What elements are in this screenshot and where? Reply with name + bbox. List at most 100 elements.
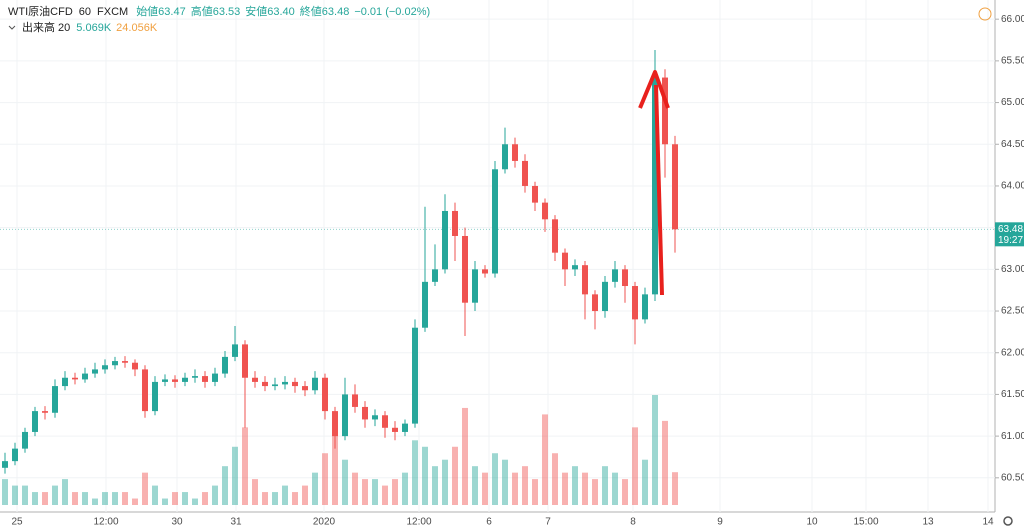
candle-body bbox=[392, 427, 398, 432]
volume-bar bbox=[652, 395, 658, 505]
candle-body bbox=[222, 356, 228, 374]
volume-bar bbox=[162, 498, 168, 505]
volume-bar bbox=[542, 414, 548, 505]
volume-bar bbox=[552, 453, 558, 505]
volume-bar bbox=[602, 466, 608, 505]
volume-title: 出来高 20 bbox=[22, 20, 70, 34]
candle-body bbox=[602, 281, 608, 312]
volume-bar bbox=[352, 472, 358, 505]
annotation-arrow bbox=[654, 84, 664, 296]
volume-bar bbox=[452, 446, 458, 505]
volume-bar bbox=[532, 479, 538, 505]
volume-bar bbox=[62, 479, 68, 505]
y-tick-label: 60.50 bbox=[1001, 472, 1024, 483]
volume-bar bbox=[92, 498, 98, 505]
volume-bar bbox=[342, 459, 348, 505]
candle-body bbox=[412, 327, 418, 424]
x-tick-label: 30 bbox=[171, 517, 183, 528]
legend-close: 終値63.48 bbox=[300, 4, 350, 18]
volume-bar bbox=[22, 485, 28, 505]
legend-change: −0.01 (−0.02%) bbox=[354, 6, 430, 18]
volume-bar bbox=[432, 466, 438, 505]
candle-body bbox=[52, 386, 58, 413]
volume-bar bbox=[282, 485, 288, 505]
candle-body bbox=[382, 415, 388, 428]
y-tick-label: 64.00 bbox=[1001, 181, 1024, 192]
volume-bar bbox=[512, 472, 518, 505]
symbol-line: WTI原油CFD 60 FXCM 始値63.47 高値63.53 安値63.40 終値63.… bbox=[8, 4, 430, 18]
volume-bar bbox=[332, 433, 338, 505]
candle-body bbox=[192, 376, 198, 378]
x-tick-label: 15:00 bbox=[853, 517, 878, 528]
legend-open: 始値63.47 bbox=[136, 4, 186, 18]
candle-body bbox=[632, 286, 638, 320]
candle-body bbox=[282, 381, 288, 385]
x-tick-label: 14 bbox=[982, 517, 994, 528]
last-price-label: 63.48 bbox=[998, 224, 1023, 235]
candle-body bbox=[272, 384, 278, 387]
volume-bar bbox=[212, 485, 218, 505]
volume-bar bbox=[562, 472, 568, 505]
candle-body bbox=[242, 344, 248, 378]
candle-body bbox=[112, 361, 118, 366]
volume-bar bbox=[312, 472, 318, 505]
candle-body bbox=[342, 394, 348, 437]
volume-bar bbox=[622, 479, 628, 505]
candle-body bbox=[172, 379, 178, 382]
candle-body bbox=[652, 77, 658, 295]
volume-bar bbox=[202, 492, 208, 505]
y-tick-label: 61.50 bbox=[1001, 389, 1024, 400]
candle-body bbox=[582, 265, 588, 295]
x-tick-label: 25 bbox=[11, 517, 23, 528]
candle-body bbox=[482, 269, 488, 274]
x-tick-label: 12:00 bbox=[406, 517, 431, 528]
volume-bar bbox=[472, 466, 478, 505]
candle-body bbox=[622, 269, 628, 287]
candle-body bbox=[322, 377, 328, 412]
source: FXCM bbox=[97, 6, 128, 18]
volume-bar bbox=[582, 472, 588, 505]
candle-body bbox=[182, 377, 188, 382]
volume-bar bbox=[72, 492, 78, 505]
candle-body bbox=[562, 252, 568, 270]
volume-bar bbox=[172, 492, 178, 505]
volume-bar bbox=[2, 479, 8, 505]
y-tick-label: 63.00 bbox=[1001, 264, 1024, 275]
volume-bar bbox=[612, 472, 618, 505]
volume-bar bbox=[122, 492, 128, 505]
candle-body bbox=[402, 423, 408, 432]
volume-bar bbox=[242, 427, 248, 505]
volume-bar bbox=[112, 492, 118, 505]
volume-bars bbox=[2, 395, 678, 505]
candle-body bbox=[592, 294, 598, 312]
settings-icon[interactable] bbox=[1003, 516, 1013, 526]
collapse-icon[interactable] bbox=[8, 25, 16, 30]
candle-body bbox=[22, 431, 28, 449]
candle-body bbox=[552, 219, 558, 253]
x-tick-label: 9 bbox=[717, 517, 723, 528]
x-tick-label: 13 bbox=[922, 517, 934, 528]
candle-body bbox=[32, 411, 38, 432]
alert-icon[interactable] bbox=[978, 7, 992, 21]
candle-body bbox=[202, 376, 208, 382]
y-tick-label: 64.50 bbox=[1001, 139, 1024, 150]
y-tick-label: 62.50 bbox=[1001, 306, 1024, 317]
y-tick-label: 62.00 bbox=[1001, 347, 1024, 358]
candle-body bbox=[212, 373, 218, 382]
volume-bar bbox=[502, 459, 508, 505]
symbol: WTI原油CFD bbox=[8, 4, 73, 18]
volume-bar bbox=[292, 492, 298, 505]
candle-body bbox=[452, 210, 458, 236]
candle-body bbox=[12, 448, 18, 462]
x-tick-label: 12:00 bbox=[93, 517, 118, 528]
candle-body bbox=[612, 269, 618, 282]
volume-bar bbox=[192, 498, 198, 505]
volume-bar bbox=[142, 472, 148, 505]
volume-legend: 出来高 20 5.069K 24.056K bbox=[22, 20, 158, 34]
countdown-label: 19:27 bbox=[998, 235, 1023, 246]
volume-bar bbox=[32, 492, 38, 505]
candle-body bbox=[432, 269, 438, 282]
x-tick-label: 10 bbox=[806, 517, 818, 528]
candle-body bbox=[442, 210, 448, 270]
candle-body bbox=[502, 144, 508, 170]
